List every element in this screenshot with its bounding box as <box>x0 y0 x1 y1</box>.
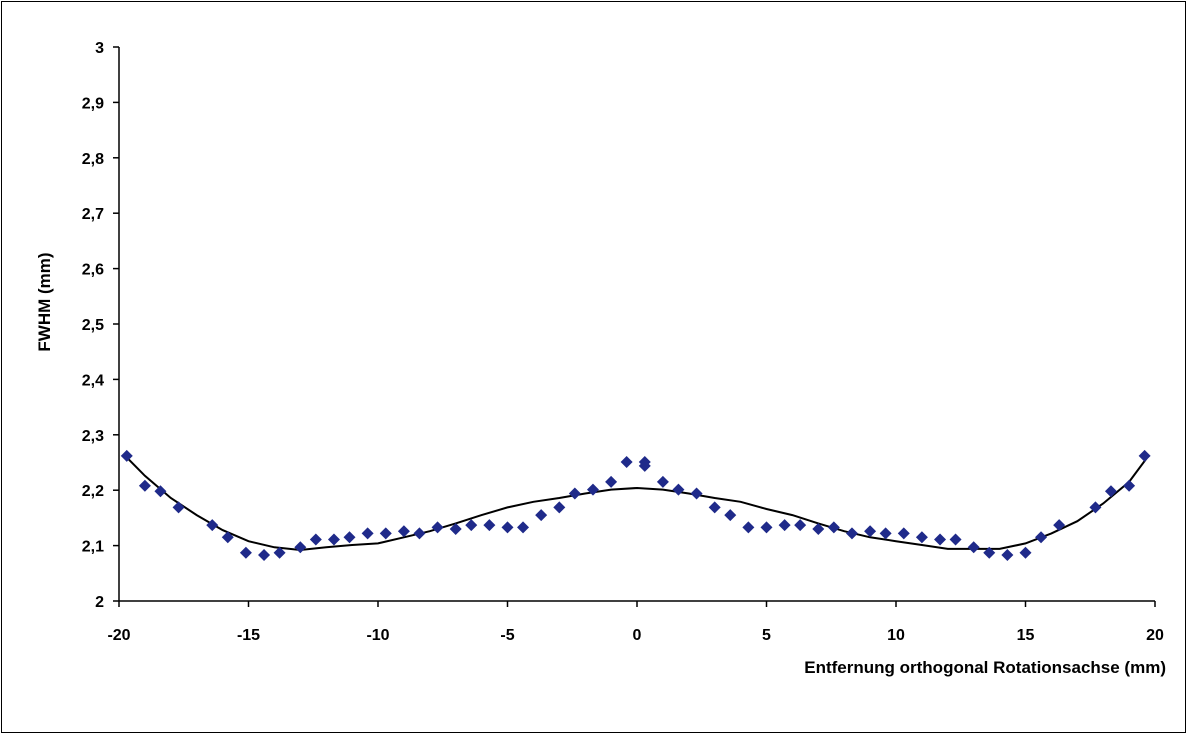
series-line <box>126 456 1149 552</box>
data-point <box>1123 479 1136 492</box>
y-tick-label: 2,4 <box>82 372 104 389</box>
x-tick-label: -5 <box>500 627 514 644</box>
data-point <box>620 455 633 468</box>
data-point <box>864 525 877 538</box>
x-tick-label: 10 <box>887 627 905 644</box>
y-axis-label: FWHM (mm) <box>35 252 54 351</box>
data-point <box>273 546 286 559</box>
x-tick-label: 15 <box>1017 627 1035 644</box>
data-point <box>535 509 548 522</box>
data-point <box>656 475 669 488</box>
data-point <box>379 527 392 540</box>
data-point <box>845 527 858 540</box>
tick-marks <box>113 46 1156 607</box>
y-tick-label: 2,7 <box>82 206 104 223</box>
series-markers <box>120 449 1151 562</box>
data-point <box>397 525 410 538</box>
y-tick-label: 3 <box>95 40 104 57</box>
data-point <box>1104 485 1117 498</box>
data-point <box>449 522 462 535</box>
data-point <box>568 487 581 500</box>
data-point <box>586 483 599 496</box>
data-point <box>760 521 773 534</box>
data-point <box>638 459 651 472</box>
data-point <box>138 479 151 492</box>
y-tick-label: 2,1 <box>82 539 104 556</box>
x-tick-label: -10 <box>366 627 389 644</box>
data-point <box>827 521 840 534</box>
data-point <box>1019 546 1032 559</box>
data-point <box>1089 501 1102 514</box>
y-tick-label: 2 <box>95 594 104 611</box>
data-point <box>361 527 374 540</box>
data-point <box>258 549 271 562</box>
data-point <box>343 531 356 544</box>
data-point <box>120 449 133 462</box>
data-point <box>605 475 618 488</box>
data-point <box>221 531 234 544</box>
data-point <box>983 546 996 559</box>
data-point <box>1001 549 1014 562</box>
data-point <box>794 519 807 532</box>
data-point <box>517 521 530 534</box>
x-axis-label: Entfernung orthogonal Rotationsachse (mm… <box>804 658 1166 677</box>
data-point <box>154 485 167 498</box>
data-point <box>327 533 340 546</box>
data-point <box>708 501 721 514</box>
data-point <box>778 519 791 532</box>
data-point <box>206 519 219 532</box>
data-point <box>431 521 444 534</box>
y-tick-label: 2,9 <box>82 95 104 112</box>
data-point <box>309 533 322 546</box>
y-tick-label: 2,3 <box>82 428 104 445</box>
data-point <box>413 527 426 540</box>
x-tick-label: 5 <box>762 627 771 644</box>
y-tick-label: 2,2 <box>82 483 104 500</box>
data-point <box>967 541 980 554</box>
data-point <box>501 521 514 534</box>
data-point <box>812 522 825 535</box>
x-tick-label: -15 <box>237 627 260 644</box>
data-point <box>742 521 755 534</box>
data-point <box>949 533 962 546</box>
data-point <box>1035 531 1048 544</box>
x-tick-label: 0 <box>633 627 642 644</box>
data-point <box>879 527 892 540</box>
data-point <box>239 546 252 559</box>
data-point <box>294 541 307 554</box>
data-point <box>690 487 703 500</box>
data-point <box>1138 449 1151 462</box>
x-tick-label: 20 <box>1146 627 1164 644</box>
data-point <box>915 531 928 544</box>
y-tick-label: 2,8 <box>82 151 104 168</box>
data-point <box>553 501 566 514</box>
tick-labels: 2 2,1 2,2 2,3 2,4 2,5 2,6 2,7 2,8 2,9 3 -20 -15 -10 -5… <box>82 40 1164 644</box>
data-point <box>897 527 910 540</box>
data-point <box>483 519 496 532</box>
y-tick-label: 2,6 <box>82 262 104 279</box>
data-point <box>172 501 185 514</box>
data-point <box>672 483 685 496</box>
data-point <box>724 509 737 522</box>
axes <box>118 47 1155 602</box>
data-point <box>465 519 478 532</box>
y-tick-label: 2,5 <box>82 317 104 334</box>
data-point <box>1053 519 1066 532</box>
x-tick-label: -20 <box>107 627 130 644</box>
data-point <box>934 533 947 546</box>
